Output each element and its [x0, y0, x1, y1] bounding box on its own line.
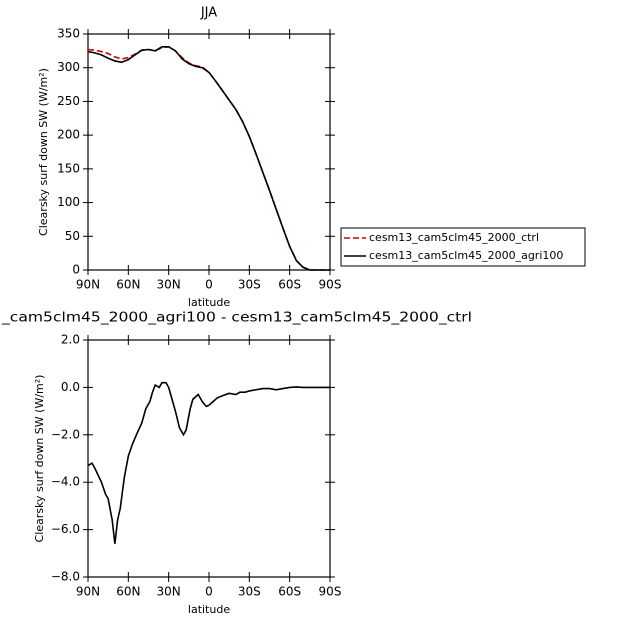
y-tick-label: 2.0	[61, 333, 80, 347]
data-line	[87, 46, 330, 271]
legend-box	[340, 227, 586, 267]
y-tick-label: 100	[57, 195, 80, 209]
x-tick-label: 90S	[319, 585, 342, 599]
x-tick-label: 30N	[157, 278, 181, 292]
x-tick-label: 90N	[76, 585, 100, 599]
legend-label: cesm13_cam5clm45_2000_agri100	[369, 249, 563, 262]
x-axis-label: latitude	[188, 603, 230, 616]
x-tick-label: 0	[205, 585, 213, 599]
chart-title: _cam5clm45_2000_agri100 - cesm13_cam5clm…	[1, 311, 472, 326]
y-tick-label: 350	[57, 27, 80, 41]
y-tick-label: 200	[57, 128, 80, 142]
y-tick-label: −8.0	[51, 570, 80, 584]
y-tick-label: 300	[57, 60, 80, 74]
x-tick-label: 60N	[116, 585, 140, 599]
y-tick-label: 250	[57, 94, 80, 108]
x-tick-label: 30S	[238, 278, 261, 292]
y-tick-label: 150	[57, 161, 80, 175]
chart-title: JJA	[200, 6, 217, 21]
y-tick-label: −6.0	[51, 522, 80, 536]
y-tick-label: 0.0	[61, 380, 80, 394]
x-tick-label: 30N	[157, 585, 181, 599]
x-tick-label: 60N	[116, 278, 140, 292]
data-line	[87, 381, 330, 544]
y-tick-label: 0	[72, 263, 80, 277]
y-axis-label: Clearsky surf down SW (W/m²)	[37, 68, 50, 236]
x-tick-label: 90N	[76, 278, 100, 292]
x-tick-label: 90S	[319, 278, 342, 292]
y-tick-label: −4.0	[51, 475, 80, 489]
x-axis-label: latitude	[188, 296, 230, 309]
plot-frame	[87, 339, 331, 578]
x-tick-label: 60S	[278, 585, 301, 599]
y-axis-label: Clearsky surf down SW (W/m²)	[33, 375, 46, 543]
y-tick-label: −2.0	[51, 427, 80, 441]
plot-frame	[87, 33, 331, 271]
x-tick-label: 60S	[278, 278, 301, 292]
legend-label: cesm13_cam5clm45_2000_ctrl	[369, 231, 539, 244]
x-tick-label: 0	[205, 278, 213, 292]
y-tick-label: 50	[65, 229, 80, 243]
data-line	[87, 45, 330, 271]
x-tick-label: 30S	[238, 585, 261, 599]
